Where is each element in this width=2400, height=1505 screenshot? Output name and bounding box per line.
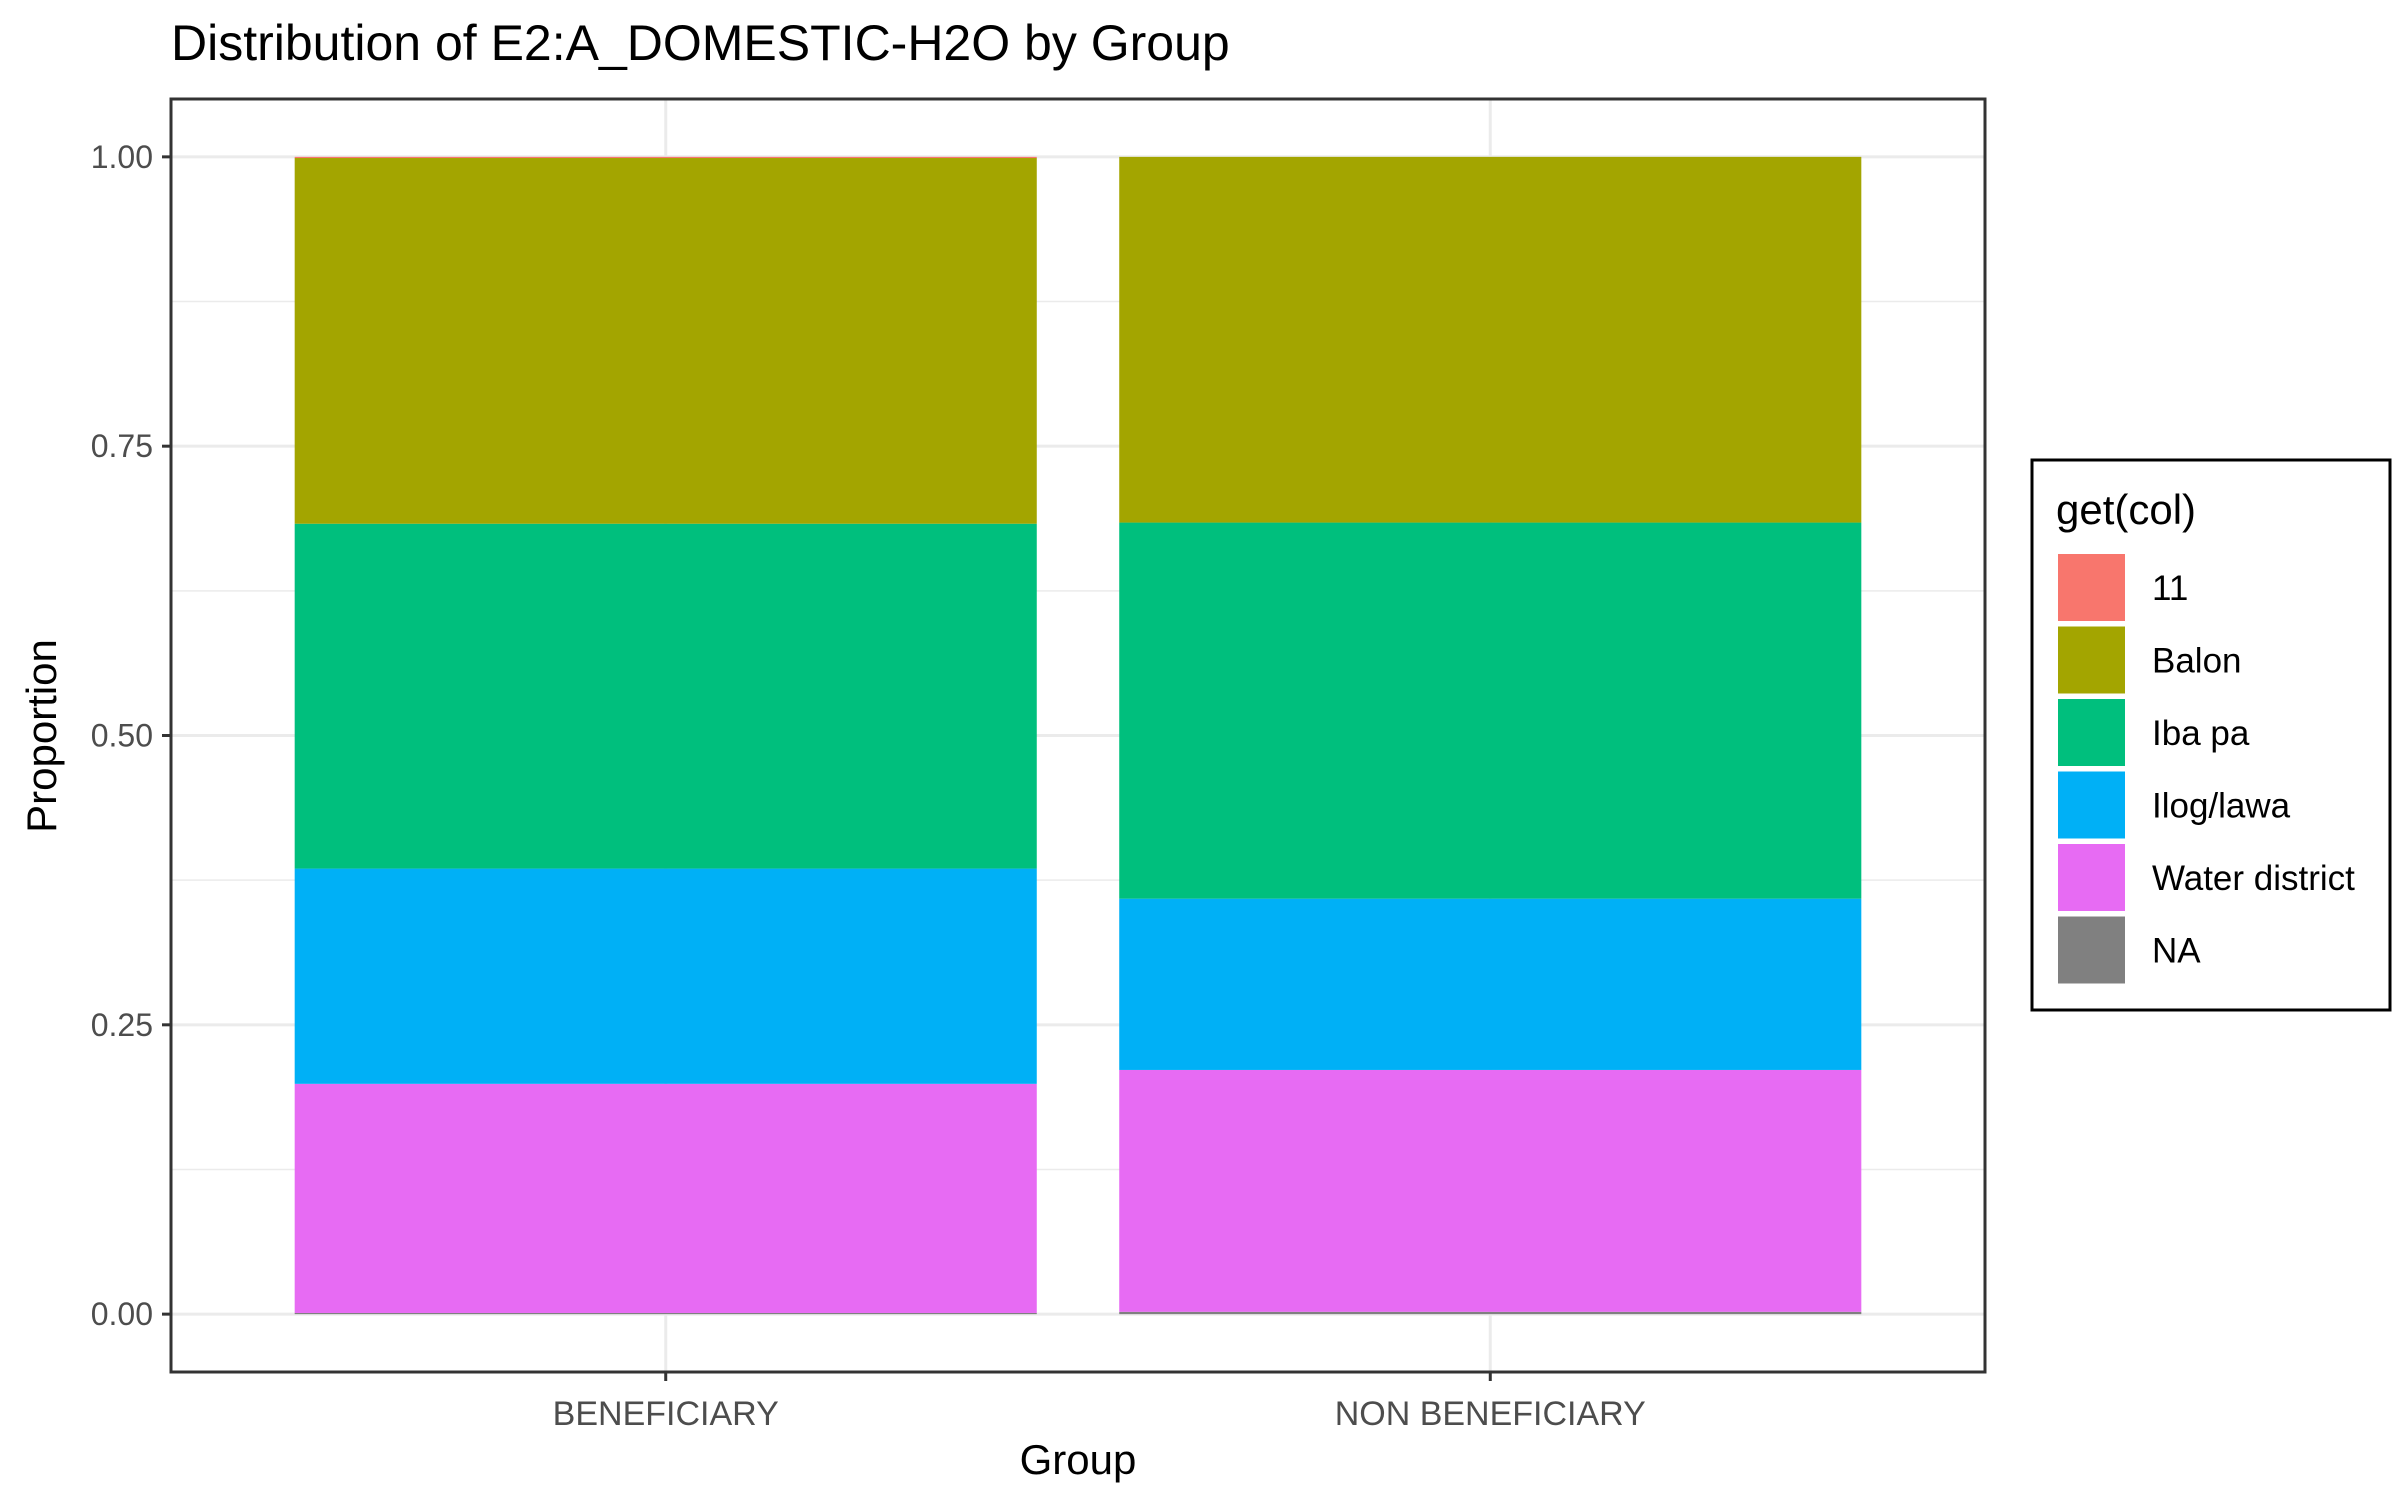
legend-title: get(col)	[2056, 486, 2196, 533]
legend-label: Ilog/lawa	[2152, 787, 2291, 826]
bar-segment-ilog-lawa	[1119, 898, 1862, 1070]
legend-swatch	[2058, 916, 2125, 984]
legend-label: Water district	[2152, 859, 2355, 898]
legend-label: 11	[2152, 569, 2188, 608]
y-axis-ticks: 0.00 0.25 0.50 0.75 1.00	[91, 139, 171, 1332]
legend-swatch	[2058, 771, 2125, 839]
bar-segment-na	[294, 1312, 1037, 1315]
y-axis-title: Proportion	[18, 639, 65, 833]
legend-label: NA	[2152, 932, 2201, 971]
y-tick-label: 0.75	[91, 428, 153, 464]
legend-swatch	[2058, 699, 2125, 766]
bar-segment-ilog-lawa	[294, 868, 1037, 1084]
y-tick-label: 0.25	[91, 1007, 153, 1043]
chart-title: Distribution of E2:A_DOMESTIC-H2O by Gro…	[171, 15, 1230, 71]
legend: get(col) 11 Balon Iba pa Ilog/lawa Water dis…	[2030, 458, 2392, 1012]
bar-segment-water-district	[294, 1083, 1037, 1313]
bar-segment-balon	[1119, 156, 1862, 523]
x-tick-label: BENEFICIARY	[553, 1395, 779, 1433]
bar-segment-balon	[294, 158, 1037, 524]
bar-segment-11	[294, 156, 1037, 159]
legend-items: 11 Balon Iba pa Ilog/lawa Water district NA	[2058, 554, 2355, 984]
bar-segment-iba-pa	[1119, 522, 1862, 899]
y-tick-label: 0.00	[91, 1296, 153, 1332]
x-tick-label: NON BENEFICIARY	[1335, 1395, 1646, 1433]
legend-swatch	[2058, 844, 2125, 911]
bar-segment-iba-pa	[294, 523, 1037, 869]
legend-swatch	[2058, 626, 2125, 694]
legend-label: Iba pa	[2152, 714, 2250, 753]
bar-segment-water-district	[1119, 1069, 1862, 1312]
x-axis-ticks: BENEFICIARY NON BENEFICIARY	[553, 1372, 1646, 1433]
bar-segment-na	[1119, 1311, 1862, 1315]
y-tick-label: 0.50	[91, 718, 153, 754]
bars	[294, 156, 1862, 1315]
y-tick-label: 1.00	[91, 139, 153, 175]
x-axis-title: Group	[1020, 1436, 1137, 1483]
legend-label: Balon	[2152, 642, 2242, 681]
legend-swatch	[2058, 554, 2125, 621]
